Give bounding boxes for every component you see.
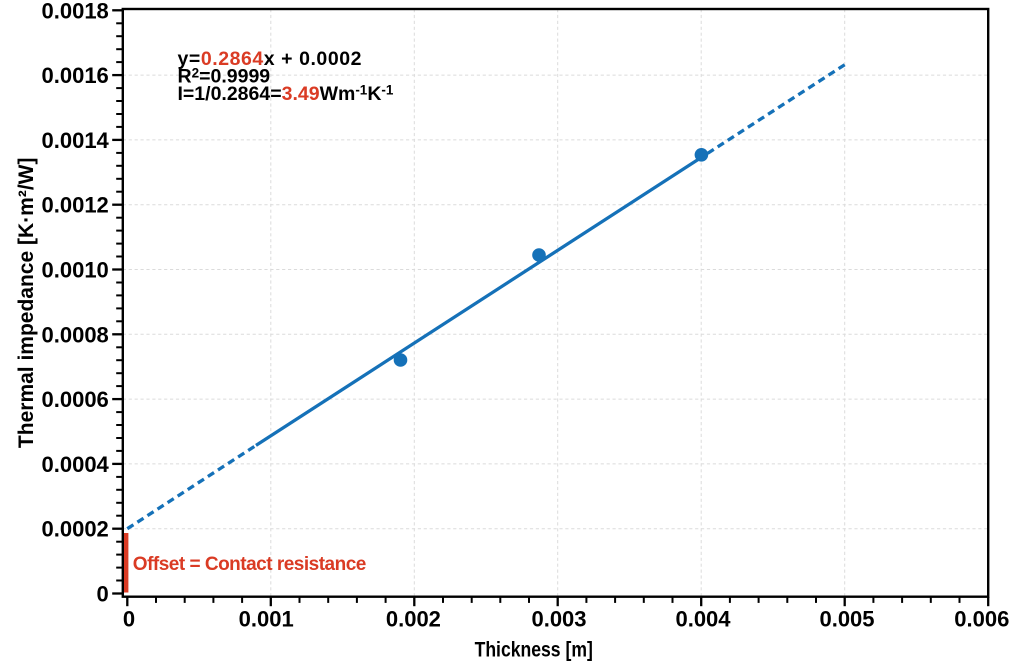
svg-text:0.0016: 0.0016 <box>42 63 109 88</box>
svg-text:0: 0 <box>97 582 109 607</box>
svg-text:0: 0 <box>123 606 135 631</box>
svg-text:Thermal impedance [K·m²/W]: Thermal impedance [K·m²/W] <box>15 158 38 449</box>
svg-text:0.006: 0.006 <box>954 606 1009 631</box>
svg-text:R2=0.9999: R2=0.9999 <box>178 65 271 87</box>
svg-text:0.004: 0.004 <box>675 606 731 631</box>
svg-text:I=1/0.2864=3.49Wm-1K-1: I=1/0.2864=3.49Wm-1K-1 <box>178 83 394 105</box>
svg-text:0.0006: 0.0006 <box>42 387 109 412</box>
svg-text:y=0.2864x + 0.0002: y=0.2864x + 0.0002 <box>178 48 363 70</box>
svg-text:0.002: 0.002 <box>386 606 441 631</box>
svg-text:Offset = Contact resistance: Offset = Contact resistance <box>133 554 366 575</box>
svg-text:0.003: 0.003 <box>531 606 586 631</box>
svg-text:0.0018: 0.0018 <box>42 0 109 23</box>
svg-text:0.0004: 0.0004 <box>42 452 110 477</box>
svg-text:0.0012: 0.0012 <box>42 193 109 218</box>
svg-text:0.0014: 0.0014 <box>42 128 110 153</box>
svg-text:0.001: 0.001 <box>239 606 294 631</box>
svg-text:0.005: 0.005 <box>819 606 874 631</box>
svg-text:0.0008: 0.0008 <box>42 322 109 347</box>
svg-text:0.0010: 0.0010 <box>42 258 109 283</box>
svg-text:Thickness [m]: Thickness [m] <box>475 638 593 662</box>
svg-text:0.0002: 0.0002 <box>42 517 109 542</box>
